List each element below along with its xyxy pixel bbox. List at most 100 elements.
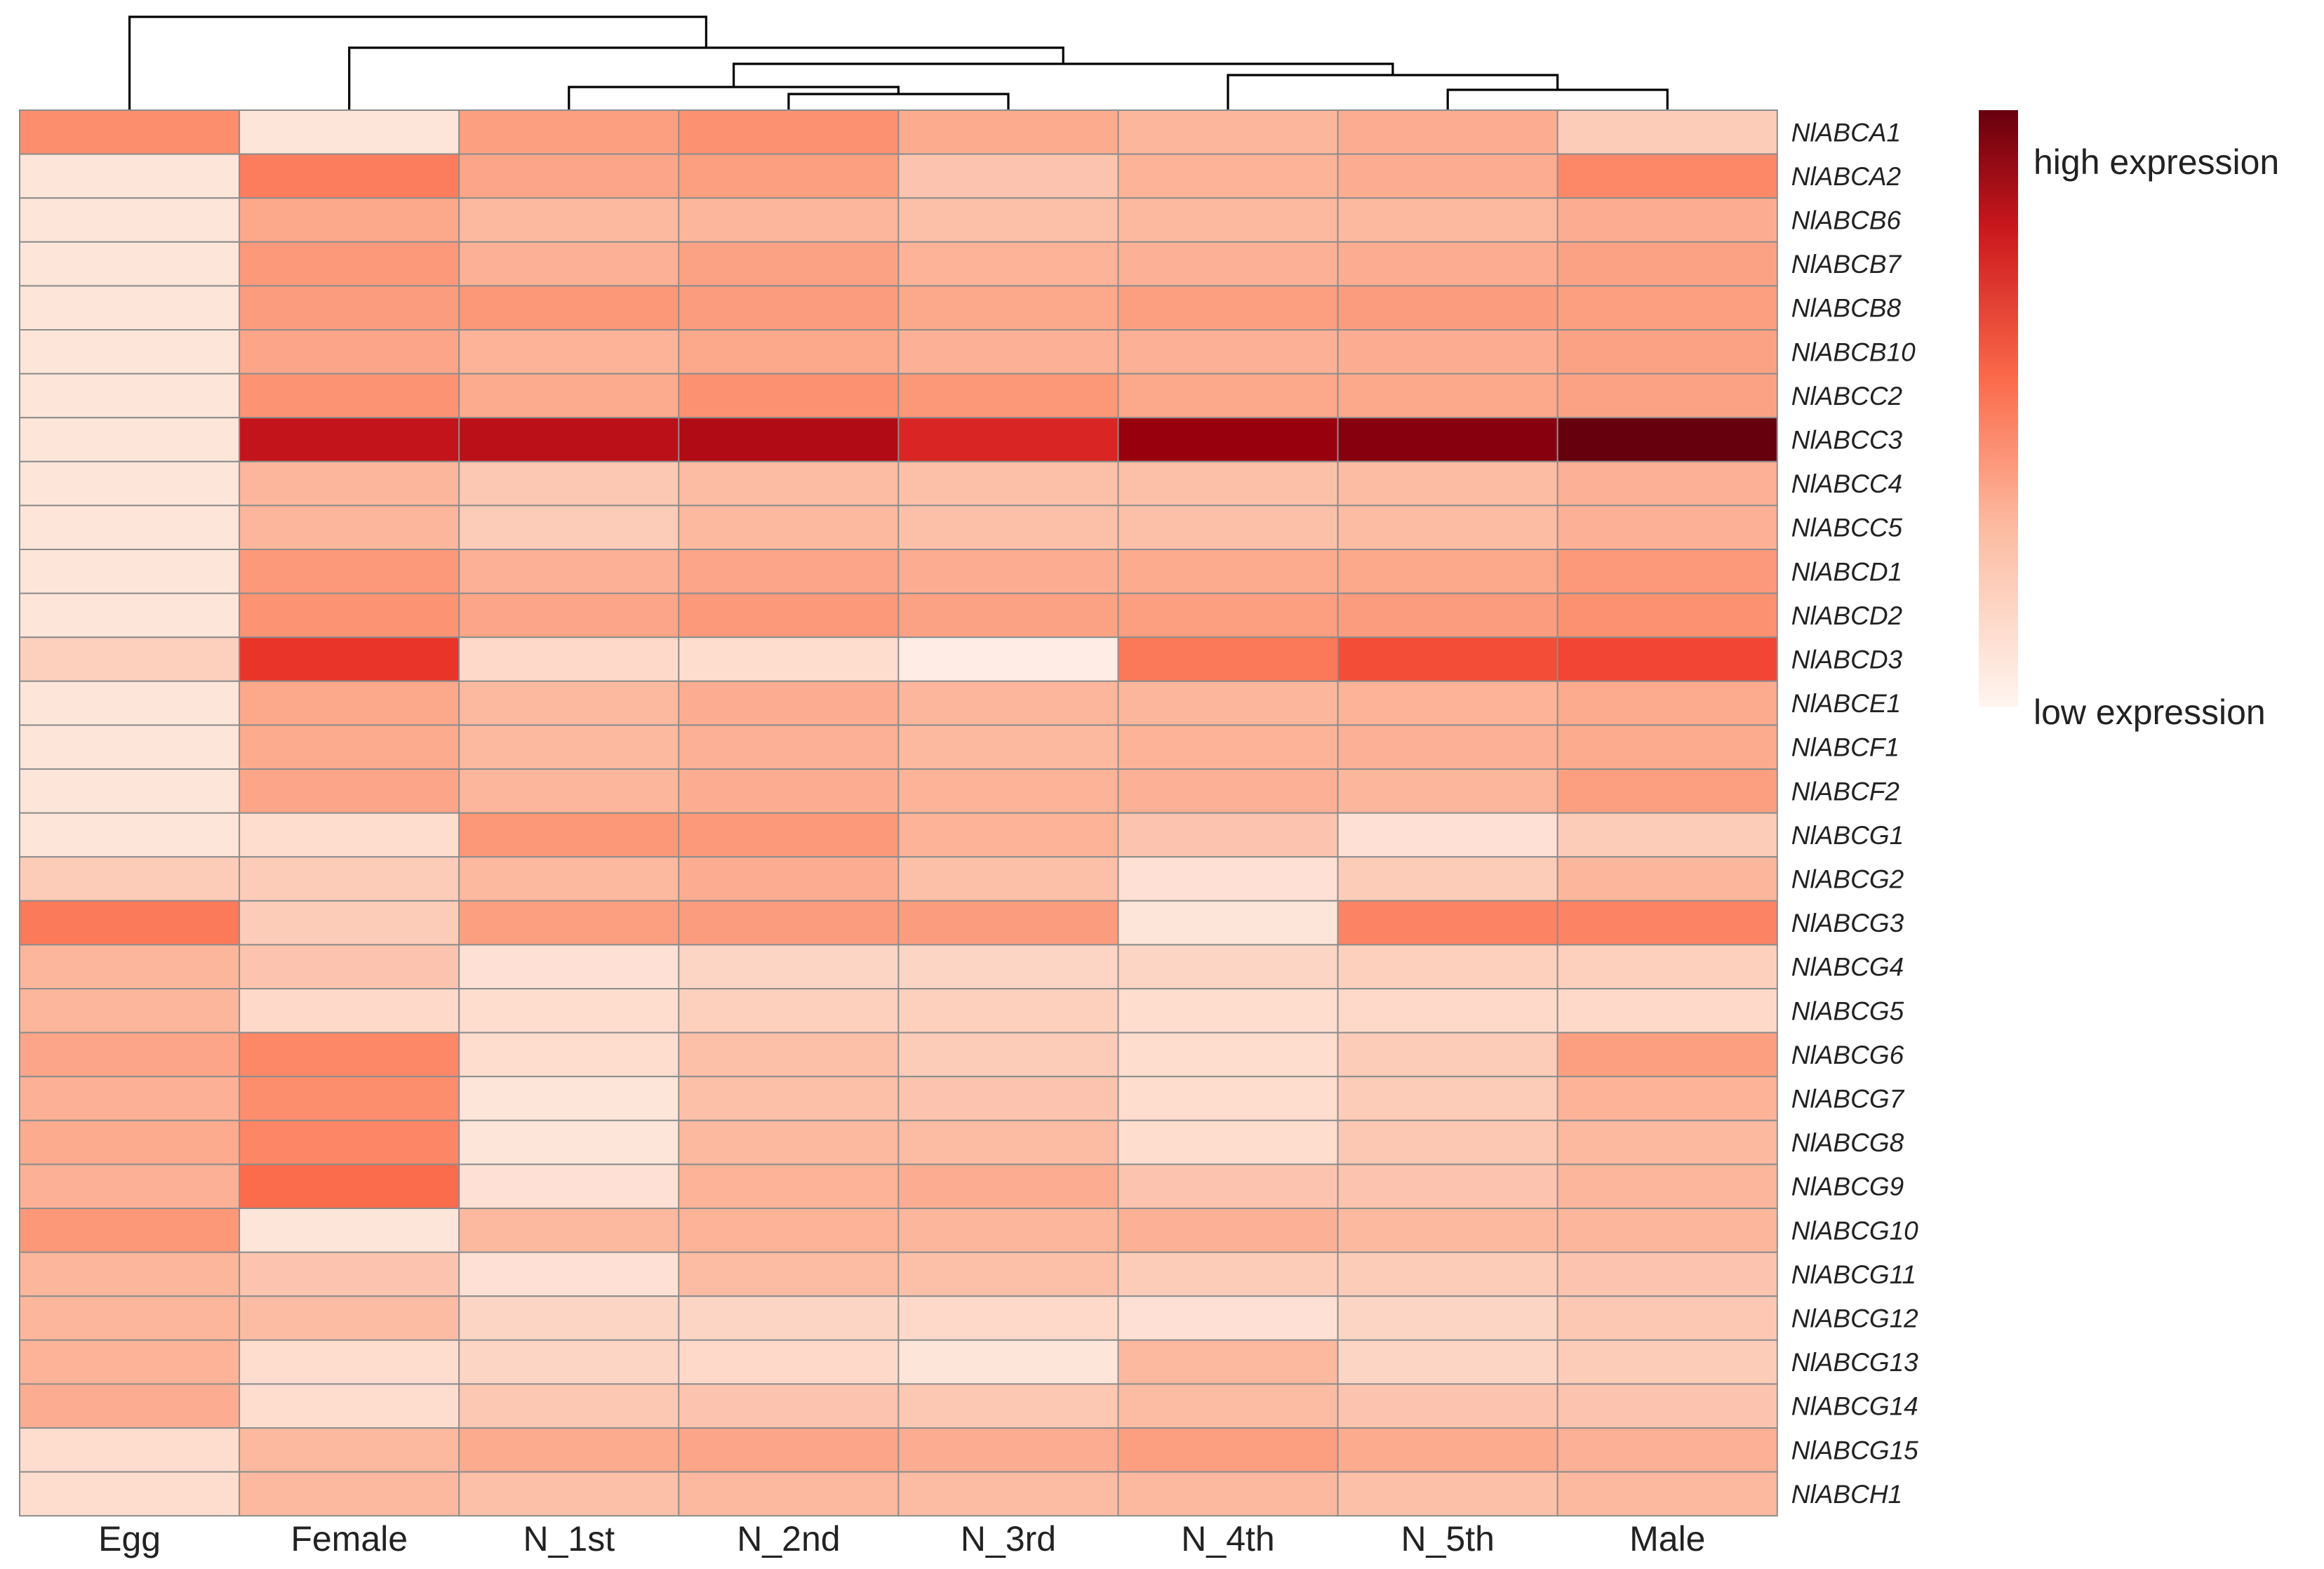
heatmap-cell: [897, 1163, 1119, 1210]
heatmap-cell: [678, 988, 900, 1034]
heatmap-cell: [897, 1031, 1119, 1078]
heatmap-cell: [19, 197, 241, 243]
dendrogram-branch: [1227, 74, 1559, 110]
heatmap-cell: [19, 812, 241, 858]
heatmap-cell: [678, 724, 900, 770]
row-label: NlABCB8: [1791, 294, 1902, 323]
row-label: NlABCF1: [1791, 733, 1899, 762]
heatmap-cell: [1337, 197, 1558, 243]
heatmap-cell: [678, 680, 900, 726]
row-label: NlABCA1: [1791, 118, 1901, 147]
heatmap-cell: [897, 1076, 1119, 1121]
heatmap-cell: [239, 329, 460, 375]
heatmap-cell: [458, 592, 680, 639]
dendrogram-branch: [128, 15, 707, 110]
heatmap-cell: [239, 592, 460, 639]
heatmap-cell: [458, 1208, 680, 1253]
heatmap-cell: [897, 241, 1119, 287]
heatmap-cell: [1117, 812, 1339, 858]
heatmap-cell: [458, 460, 680, 507]
heatmap-cell: [239, 197, 460, 243]
heatmap-cell: [19, 505, 241, 551]
row-label: NlABCD3: [1791, 646, 1903, 674]
heatmap-cell: [458, 549, 680, 594]
heatmap-cell: [458, 417, 680, 462]
heatmap-cell: [1117, 241, 1339, 287]
heatmap-cell: [19, 1251, 241, 1297]
heatmap-cell: [897, 1251, 1119, 1297]
heatmap-cell: [239, 1339, 460, 1385]
heatmap-cell: [19, 373, 241, 419]
heatmap-cell: [458, 153, 680, 199]
heatmap-cell: [678, 109, 900, 155]
heatmap-cell: [678, 1208, 900, 1253]
row-label: NlABCA2: [1791, 162, 1902, 191]
color-legend: high expression low expression: [1979, 110, 2279, 732]
heatmap-cell: [458, 1339, 680, 1385]
heatmap-cell: [1556, 724, 1778, 770]
heatmap-cell: [19, 1031, 241, 1078]
heatmap-cell: [458, 1383, 680, 1429]
heatmap-cell: [678, 460, 900, 507]
heatmap-cell: [897, 944, 1119, 990]
heatmap-cell: [19, 724, 241, 770]
row-label: NlABCG2: [1791, 865, 1904, 894]
heatmap-cell: [458, 1295, 680, 1341]
heatmap-cell: [19, 768, 241, 814]
heatmap-cell: [1337, 988, 1558, 1034]
heatmap-cell: [458, 636, 680, 682]
heatmap-cell: [897, 1339, 1119, 1385]
heatmap-cell: [1556, 1076, 1778, 1121]
heatmap-cell: [678, 417, 900, 462]
column-label: N_2nd: [737, 1519, 840, 1558]
heatmap-cell: [239, 1208, 460, 1253]
heatmap-cell: [897, 285, 1119, 331]
heatmap-cell: [897, 988, 1119, 1034]
heatmap-cell: [1117, 1339, 1339, 1385]
heatmap-cell: [1337, 1339, 1558, 1385]
row-label: NlABCG11: [1791, 1260, 1916, 1289]
heatmap-cell: [897, 768, 1119, 814]
heatmap-cell: [678, 549, 900, 594]
heatmap-cell: [458, 241, 680, 287]
heatmap-cell: [1117, 636, 1339, 682]
heatmap-cell: [19, 1471, 241, 1517]
heatmap-cell: [1117, 197, 1339, 243]
row-label: NlABCC2: [1791, 382, 1903, 410]
heatmap-cell: [1117, 109, 1339, 155]
heatmap-cell: [458, 856, 680, 902]
heatmap-cell: [1117, 1383, 1339, 1429]
row-label: NlABCG13: [1791, 1348, 1918, 1377]
heatmap-cell: [19, 592, 241, 639]
row-labels: NlABCA1 NlABCA2 NlABCB6 NlABCB7 NlABCB8 NlABC…: [1791, 118, 1918, 1509]
heatmap-cell: [897, 636, 1119, 682]
heatmap-cell: [1337, 460, 1558, 507]
heatmap-cell: [458, 1251, 680, 1297]
heatmap-cell: [678, 285, 900, 331]
heatmap-cell: [1556, 988, 1778, 1034]
heatmap-cell: [458, 944, 680, 990]
heatmap-cell: [678, 768, 900, 814]
heatmap-cell: [239, 417, 460, 462]
heatmap-cell: [1117, 592, 1339, 639]
heatmap-cell: [19, 1295, 241, 1341]
heatmap-cell: [19, 1383, 241, 1429]
heatmap-cell: [239, 812, 460, 858]
heatmap-cell: [1337, 1163, 1558, 1210]
heatmap-cell: [1556, 1031, 1778, 1078]
heatmap-cell: [458, 812, 680, 858]
heatmap-cell: [678, 197, 900, 243]
heatmap-cell: [458, 1119, 680, 1166]
heatmap-cell: [458, 373, 680, 419]
heatmap-cell: [678, 1339, 900, 1385]
heatmap-cell: [897, 1427, 1119, 1473]
heatmap-cell: [19, 329, 241, 375]
heatmap-cell: [1556, 1471, 1778, 1517]
heatmap-cell: [678, 944, 900, 990]
dendrogram-branch: [568, 86, 900, 110]
heatmap-cell: [239, 505, 460, 551]
heatmap-cell: [458, 900, 680, 946]
heatmap-cell: [1337, 1383, 1558, 1429]
heatmap-cell: [1337, 592, 1558, 639]
heatmap-cell: [19, 1119, 241, 1166]
